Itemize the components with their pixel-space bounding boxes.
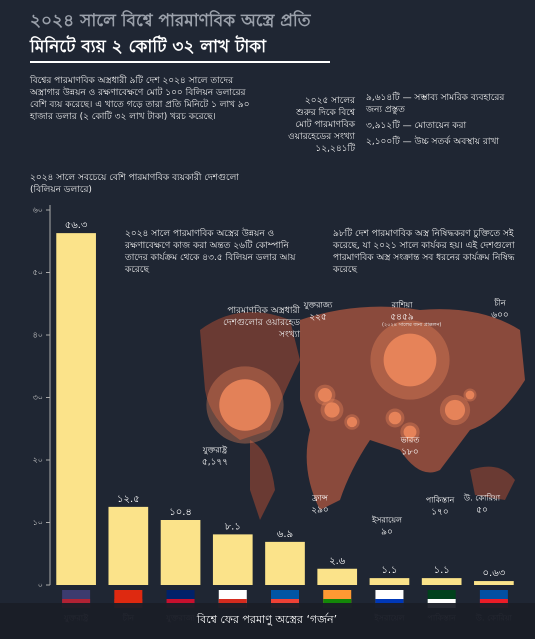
y-tick-label: ১০	[33, 518, 43, 527]
warhead-count: ১৮০	[401, 448, 419, 458]
warhead-circle	[465, 390, 475, 400]
value-label: ৫৬.৩	[65, 220, 88, 231]
warhead-circle	[324, 402, 340, 418]
bar	[369, 578, 410, 585]
y-tick-label: ৫০	[33, 268, 43, 277]
bar	[56, 233, 96, 585]
title-line1: ২০২৪ সালে বিশ্বে পারমাণবিক অস্ত্রে প্রতি	[30, 11, 311, 31]
warhead-item: ২,১০০টি — উচ্চ সতর্ক অবস্থায় রাখা	[366, 137, 500, 147]
warhead-circle	[444, 399, 466, 421]
value-label: ১.১	[381, 565, 397, 576]
warhead-count: ৬০০	[491, 311, 509, 321]
warhead-country: যুক্তরাজ্য	[303, 301, 333, 310]
warhead-count: ৯০	[381, 528, 393, 538]
warhead-item: ৯,৬১৪টি — সম্ভাব্য সামরিক ব্যবহারের জন্য…	[366, 93, 505, 115]
warhead-circle	[388, 411, 402, 425]
warhead-country: উ. কোরিয়া	[463, 493, 501, 503]
chart-title: ২০২৪ সালে সবচেয়ে বেশি পারমাণবিক ব্যয়কা…	[30, 173, 239, 195]
warhead-count: ৫৪৫৯	[390, 313, 414, 323]
warhead-count: ২৯০	[311, 506, 329, 516]
map-title: পারমাণবিক অস্ত্রধারী দেশগুলোর ওয়ারহেড স…	[223, 306, 300, 340]
warhead-total: ২০২৫ সালের শুরুর দিকে বিশ্বে মোট পারমাণব…	[288, 96, 355, 154]
warhead-circle	[346, 416, 358, 428]
y-tick-label: ০	[38, 581, 43, 590]
bar	[265, 541, 305, 585]
warhead-circle	[403, 425, 417, 439]
map-eurasia-africa	[300, 306, 525, 510]
value-label: ০.৬৩	[483, 568, 506, 579]
warhead-country: ইসরায়েল	[371, 516, 403, 525]
map-south-america	[250, 440, 275, 520]
bar	[160, 520, 201, 585]
intro: বিশ্বের পারমাণবিক অস্ত্রধারী ৯টি দেশ ২০২…	[30, 76, 250, 122]
warhead-circle	[318, 388, 332, 402]
footer-banner: বিশ্বে ফের পরমাণু অস্ত্রের ‘গর্জন’	[196, 613, 337, 626]
map-note: (২০২৪ সালের জন্য প্রাক্কলন)	[382, 322, 442, 328]
warhead-count: ৫০	[476, 506, 488, 516]
y-tick-label: ৬০	[33, 206, 43, 215]
bar	[474, 581, 514, 585]
warhead-count: ২২৫	[309, 313, 327, 323]
annotation: ৯৮টি দেশ পারমাণবিক অস্ত্র নিষিদ্ধকরণ চুক…	[333, 229, 515, 275]
value-label: ১.১	[434, 565, 450, 576]
value-label: ৮.১	[225, 521, 241, 532]
warhead-count: ৫,১৭৭	[202, 458, 228, 468]
warhead-count: ১৭০	[431, 508, 449, 518]
y-tick-label: ৪০	[33, 331, 43, 340]
warhead-country: ভারত	[400, 436, 421, 445]
warhead-country: রাশিয়া	[391, 301, 413, 310]
y-tick-label: ২০	[33, 456, 43, 465]
y-tick-label: ৩০	[33, 393, 43, 402]
title-line2: মিনিটে ব্যয় ২ কোটি ৩২ লাখ টাকা	[30, 37, 267, 57]
bar	[108, 506, 149, 585]
value-label: ১২.৫	[117, 494, 140, 505]
annotation: ২০২৪ সালে পারমাণবিক অস্ত্রের উন্নয়ন ও র…	[125, 229, 296, 275]
warhead-country: চীন	[493, 298, 506, 308]
warhead-country: ফ্রান্স	[311, 494, 329, 503]
warhead-country: যুক্তরাষ্ট্র	[202, 446, 228, 455]
bar	[212, 534, 253, 585]
value-label: ২.৬	[329, 556, 346, 567]
bar	[317, 568, 358, 585]
warhead-circle	[383, 333, 437, 387]
footer-banner-bg	[0, 603, 535, 639]
map-australia	[470, 466, 515, 500]
value-label: ১০.৪	[169, 507, 192, 518]
warhead-country: পাকিস্তান	[426, 496, 455, 505]
bar	[421, 578, 462, 585]
value-label: ৬.৯	[277, 529, 293, 540]
warhead-items: ৯,৬১৪টি — সম্ভাব্য সামরিক ব্যবহারের জন্য…	[366, 92, 516, 152]
warhead-item: ৩,৯১২টি — মোতায়েন করা	[366, 121, 467, 131]
warhead-circle	[219, 379, 271, 431]
